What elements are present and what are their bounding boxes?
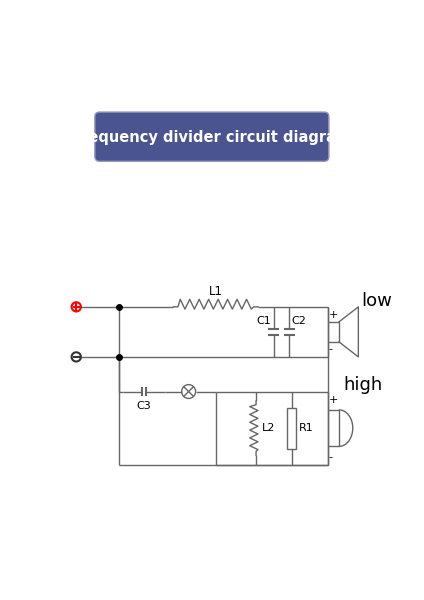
Text: high: high <box>343 376 383 394</box>
Bar <box>328 410 339 446</box>
FancyBboxPatch shape <box>95 112 329 161</box>
Text: +: + <box>329 310 338 320</box>
Bar <box>287 407 296 449</box>
Text: L1: L1 <box>209 286 223 298</box>
Text: -: - <box>329 452 333 461</box>
Text: Frequency divider circuit diagram: Frequency divider circuit diagram <box>72 130 351 145</box>
Text: C3: C3 <box>137 401 151 411</box>
Text: C1: C1 <box>257 316 271 326</box>
Text: -: - <box>329 344 333 354</box>
Text: R1: R1 <box>298 423 313 433</box>
Text: L2: L2 <box>262 423 275 433</box>
Bar <box>328 322 339 342</box>
Text: low: low <box>361 292 392 310</box>
Text: +: + <box>329 395 338 404</box>
Text: C2: C2 <box>292 316 307 326</box>
